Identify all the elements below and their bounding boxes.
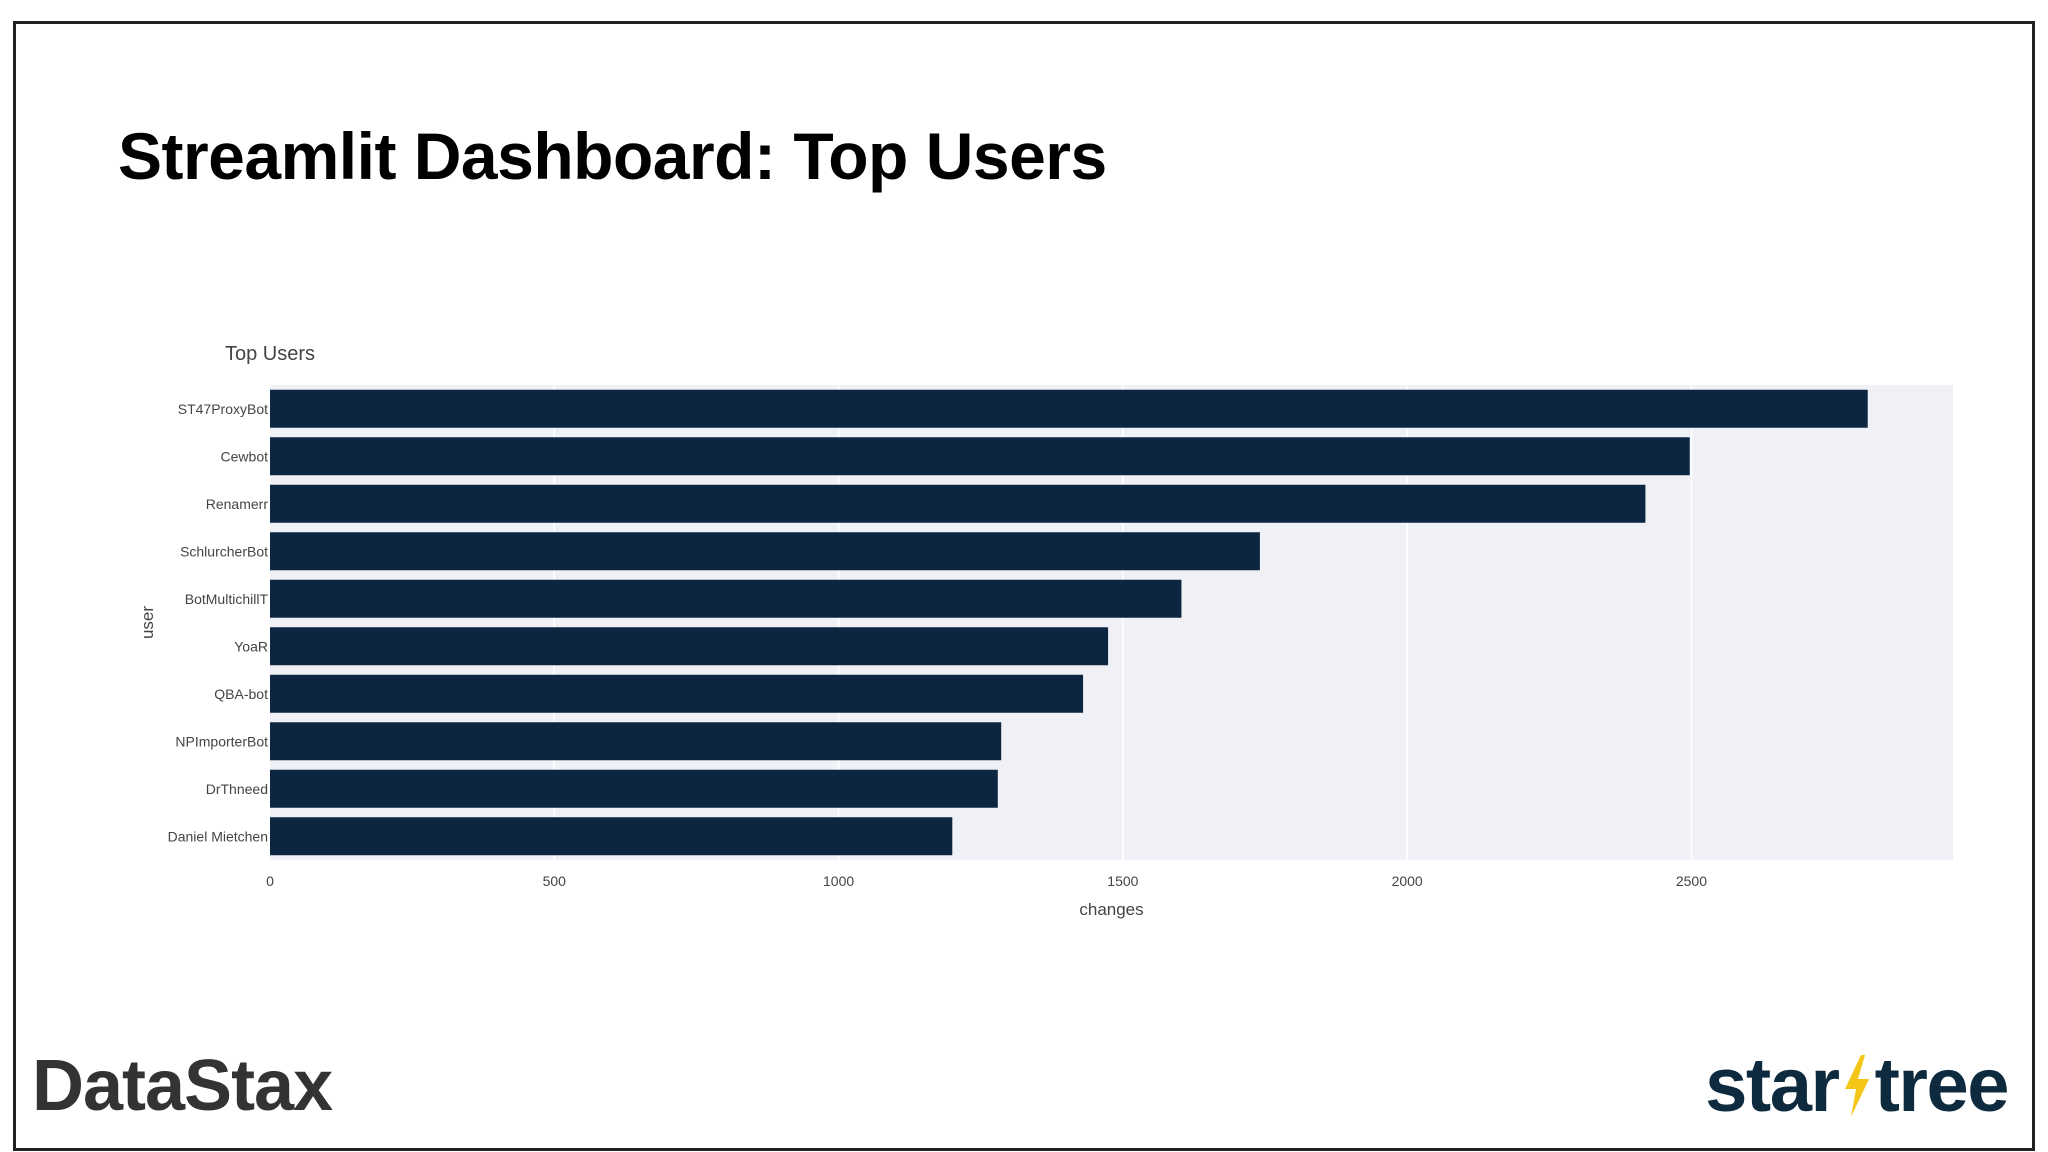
bar-5 <box>270 627 1109 666</box>
bar-0 <box>270 389 1868 428</box>
datastax-logo: DataStax <box>32 1046 333 1126</box>
slide-title: Streamlit Dashboard: Top Users <box>118 119 1107 193</box>
bar-4 <box>270 579 1182 618</box>
y-tick-label-0: ST47ProxyBot <box>178 401 268 417</box>
bar-2 <box>270 484 1646 523</box>
y-tick-label-1: Cewbot <box>221 448 269 464</box>
x-tick-label-1500: 1500 <box>1107 873 1138 889</box>
x-tick-label-500: 500 <box>543 873 567 889</box>
startree-logo: star tree <box>1705 1043 2010 1128</box>
y-tick-label-9: Daniel Mietchen <box>168 828 268 844</box>
y-tick-label-5: YoaR <box>234 638 268 654</box>
bar-1 <box>270 437 1690 476</box>
y-tick-label-6: QBA-bot <box>214 686 268 702</box>
startree-logo-part1: star <box>1705 1043 1840 1128</box>
x-axis-title: changes <box>1079 900 1143 919</box>
y-tick-label-3: SchlurcherBot <box>180 543 268 559</box>
y-tick-label-4: BotMultichillT <box>185 591 269 607</box>
bar-7 <box>270 722 1002 761</box>
y-tick-label-7: NPImporterBot <box>175 733 268 749</box>
x-tick-label-2500: 2500 <box>1676 873 1707 889</box>
bar-9 <box>270 817 953 856</box>
y-tick-label-8: DrThneed <box>206 781 268 797</box>
startree-logo-part2: tree <box>1874 1043 2010 1128</box>
x-tick-label-0: 0 <box>266 873 274 889</box>
y-tick-label-2: Renamerr <box>206 496 269 512</box>
bar-6 <box>270 674 1084 713</box>
bar-8 <box>270 769 998 808</box>
lightning-bolt-icon <box>1844 1055 1869 1117</box>
x-tick-label-2000: 2000 <box>1392 873 1423 889</box>
x-tick-label-1000: 1000 <box>823 873 854 889</box>
y-axis-title: user <box>138 606 157 639</box>
chart-title: Top Users <box>225 343 315 365</box>
bar-3 <box>270 532 1260 571</box>
